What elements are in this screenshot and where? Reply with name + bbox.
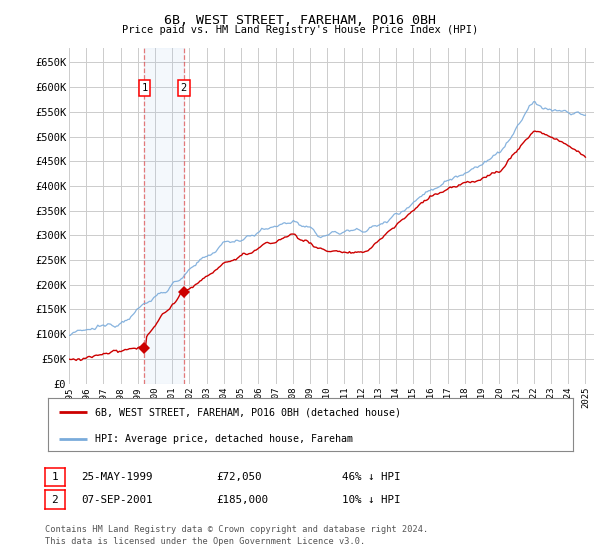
Text: Price paid vs. HM Land Registry's House Price Index (HPI): Price paid vs. HM Land Registry's House … bbox=[122, 25, 478, 35]
Text: HPI: Average price, detached house, Fareham: HPI: Average price, detached house, Fare… bbox=[95, 434, 353, 444]
Text: 6B, WEST STREET, FAREHAM, PO16 0BH (detached house): 6B, WEST STREET, FAREHAM, PO16 0BH (deta… bbox=[95, 408, 401, 418]
Text: 25-MAY-1999: 25-MAY-1999 bbox=[81, 472, 152, 482]
Text: £72,050: £72,050 bbox=[216, 472, 262, 482]
Text: 10% ↓ HPI: 10% ↓ HPI bbox=[342, 494, 401, 505]
Text: 6B, WEST STREET, FAREHAM, PO16 0BH: 6B, WEST STREET, FAREHAM, PO16 0BH bbox=[164, 14, 436, 27]
Text: 07-SEP-2001: 07-SEP-2001 bbox=[81, 494, 152, 505]
Text: 1: 1 bbox=[141, 83, 148, 93]
Text: Contains HM Land Registry data © Crown copyright and database right 2024.
This d: Contains HM Land Registry data © Crown c… bbox=[45, 525, 428, 545]
Bar bbox=[145, 48, 184, 384]
Text: 46% ↓ HPI: 46% ↓ HPI bbox=[342, 472, 401, 482]
Text: 2: 2 bbox=[181, 83, 187, 93]
Text: £185,000: £185,000 bbox=[216, 494, 268, 505]
Text: 2: 2 bbox=[52, 494, 58, 505]
Text: 1: 1 bbox=[52, 472, 58, 482]
